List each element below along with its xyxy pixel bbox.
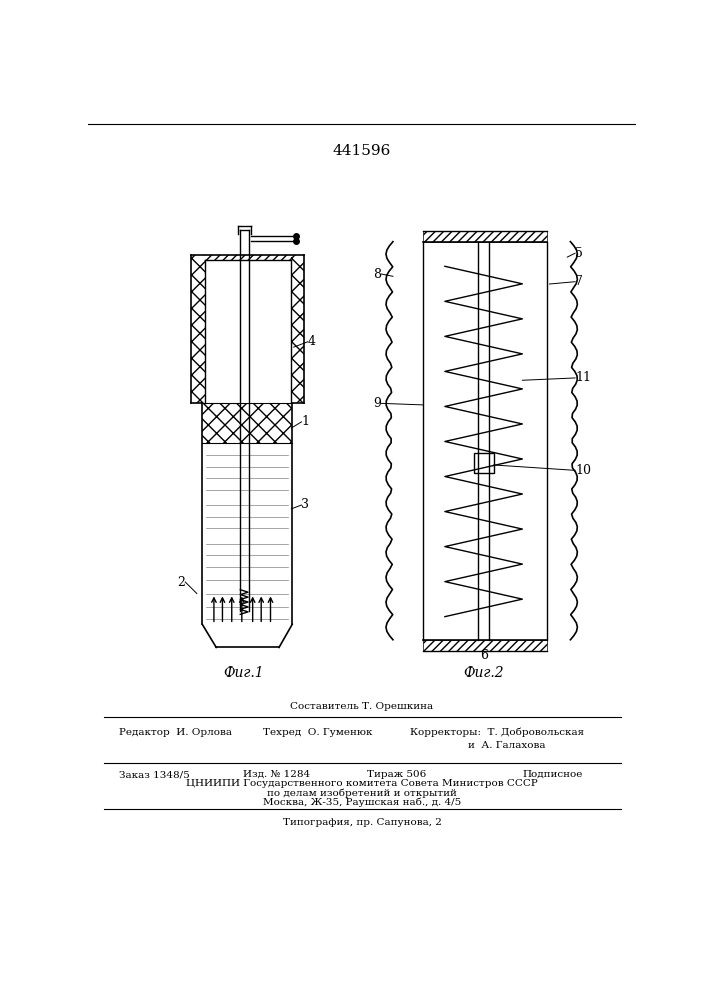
Text: 441596: 441596 — [333, 144, 391, 158]
Text: Типография, пр. Сапунова, 2: Типография, пр. Сапунова, 2 — [283, 818, 441, 827]
Text: Тираж 506: Тираж 506 — [368, 770, 426, 779]
Text: Заказ 1348/5: Заказ 1348/5 — [119, 770, 190, 779]
Bar — [291, 255, 304, 403]
Bar — [204, 255, 291, 260]
Text: 3: 3 — [301, 498, 310, 512]
Text: Техред  О. Гуменюк: Техред О. Гуменюк — [263, 728, 373, 737]
Text: и  А. Галахова: и А. Галахова — [468, 741, 546, 750]
Text: Изд. № 1284: Изд. № 1284 — [243, 770, 310, 779]
Bar — [202, 403, 292, 443]
Bar — [423, 231, 547, 242]
Text: ЦНИИПИ Государственного комитета Совета Министров СССР: ЦНИИПИ Государственного комитета Совета … — [186, 779, 538, 788]
Text: по делам изобретений и открытий: по делам изобретений и открытий — [267, 788, 457, 798]
Text: Подписное: Подписное — [522, 770, 583, 779]
Text: 10: 10 — [575, 464, 591, 477]
Text: Корректоры:  Т. Добровольская: Корректоры: Т. Добровольская — [410, 727, 584, 737]
Text: 6: 6 — [479, 649, 488, 662]
Bar — [474, 453, 493, 473]
Text: 8: 8 — [373, 267, 381, 280]
Bar — [423, 640, 547, 651]
Bar — [191, 255, 204, 403]
Text: Составитель Т. Орешкина: Составитель Т. Орешкина — [291, 702, 433, 711]
Text: Москва, Ж-35, Раушская наб., д. 4/5: Москва, Ж-35, Раушская наб., д. 4/5 — [263, 797, 461, 807]
Text: 7: 7 — [575, 275, 583, 288]
Text: 11: 11 — [575, 371, 591, 384]
Text: Фиг.2: Фиг.2 — [463, 666, 504, 680]
Text: Фиг.1: Фиг.1 — [223, 666, 264, 680]
Text: 2: 2 — [177, 576, 185, 588]
Text: 9: 9 — [373, 397, 381, 410]
Text: 4: 4 — [308, 335, 316, 348]
Text: Редактор  И. Орлова: Редактор И. Орлова — [119, 728, 233, 737]
Text: 5: 5 — [575, 247, 583, 260]
Text: 1: 1 — [301, 415, 310, 428]
